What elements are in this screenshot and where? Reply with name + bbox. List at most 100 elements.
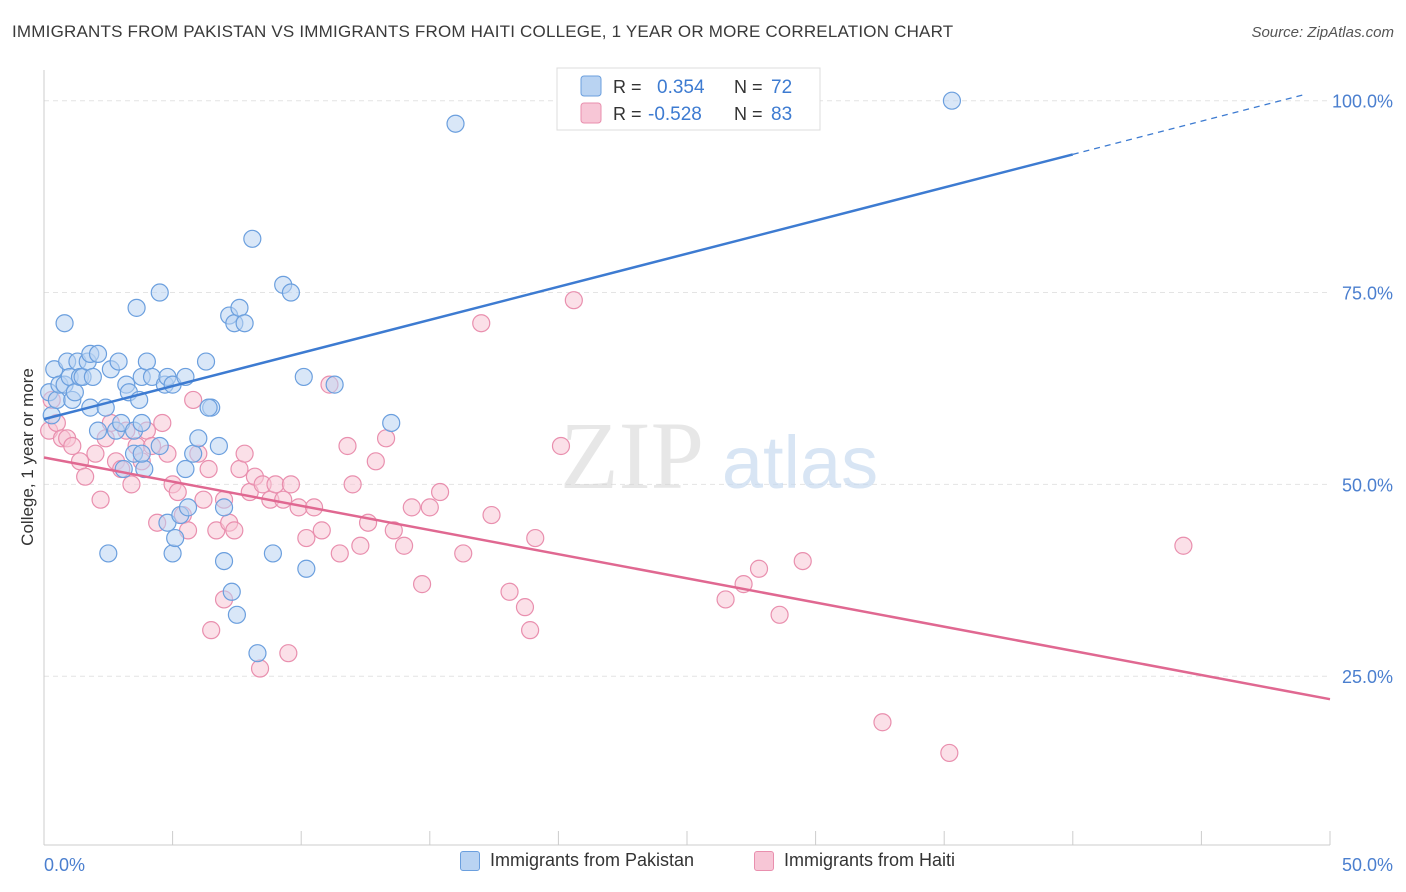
haiti-point (266, 475, 285, 494)
haiti-point (749, 559, 769, 578)
haiti-point (91, 490, 110, 509)
haiti-point (402, 498, 421, 517)
legend-r-value-pakistan: 0.354 (657, 77, 705, 98)
haiti-point (202, 621, 221, 640)
haiti-point (250, 659, 270, 678)
pakistan-point (942, 91, 962, 110)
haiti-point (199, 459, 218, 479)
pakistan-point (109, 352, 128, 371)
pakistan-point (166, 528, 185, 548)
trend-lines (43, 93, 1331, 701)
y-tick-label: 25.0% (1342, 667, 1393, 687)
pakistan-point (214, 498, 234, 517)
haiti-point (500, 582, 519, 601)
watermark: ZIP atlas (560, 402, 878, 509)
pakistan-point (196, 352, 216, 371)
y-tick-labels: 25.0% 50.0% 75.0% 100.0% (1332, 92, 1393, 687)
chart-title: IMMIGRANTS FROM PAKISTAN VS IMMIGRANTS F… (12, 22, 954, 41)
haiti-point (70, 452, 90, 471)
pakistan-point (214, 551, 234, 571)
haiti-point (454, 544, 473, 563)
pakistan-point (88, 344, 108, 364)
pakistan-point (184, 444, 203, 463)
haiti-point (515, 598, 535, 617)
haiti-point (940, 743, 959, 763)
haiti-point (63, 436, 82, 456)
pakistan-point (325, 375, 344, 394)
haiti-point (770, 605, 789, 624)
legend-label-haiti: Immigrants from Haiti (784, 850, 956, 870)
haiti-point (338, 436, 357, 456)
legend-item-pakistan[interactable]: Immigrants from Pakistan (460, 850, 694, 871)
pakistan-point (248, 644, 267, 663)
haiti-point (76, 467, 95, 486)
haiti-point (122, 475, 141, 494)
haiti-point (564, 291, 583, 310)
pakistan-point (114, 459, 133, 479)
legend-r-label-haiti: R = (613, 104, 642, 124)
pakistan-point (55, 314, 74, 333)
pakistan-point (65, 383, 84, 402)
pakistan-point (222, 582, 241, 601)
pakistan-point (47, 390, 66, 410)
haiti-point (430, 482, 450, 502)
x-tick-label: 50.0% (1342, 855, 1393, 875)
stats-legend: R = 0.354 N = 72 R = -0.528 N = 83 (556, 67, 821, 131)
haiti-point (235, 444, 254, 463)
pakistan-trend-line (43, 153, 1074, 421)
y-tick-label: 100.0% (1332, 92, 1393, 112)
haiti-point (281, 475, 301, 494)
y-axis-label: College, 1 year or more (18, 368, 37, 546)
haiti-trend-line (43, 456, 1331, 701)
haiti-point (274, 490, 293, 509)
haiti-point (184, 390, 203, 410)
haiti-point (366, 452, 385, 471)
legend-swatch-pakistan (580, 75, 602, 97)
pakistan-point (382, 413, 401, 433)
pakistan-point (176, 459, 195, 479)
haiti-point (153, 413, 172, 433)
haiti-point (194, 490, 213, 509)
haiti-point (420, 498, 439, 517)
pakistan-point (178, 498, 198, 517)
haiti-point (279, 644, 298, 663)
y-tick-label: 75.0% (1342, 284, 1393, 304)
haiti-point (521, 621, 540, 640)
haiti-point (168, 482, 187, 502)
legend-item-haiti[interactable]: Immigrants from Haiti (754, 850, 955, 871)
haiti-point (351, 536, 370, 555)
legend-swatch-pakistan-bottom (460, 850, 480, 871)
legend-label-pakistan: Immigrants from Pakistan (490, 850, 695, 870)
pakistan-point (88, 421, 108, 440)
haiti-point (793, 551, 812, 571)
haiti-point (297, 528, 316, 548)
haiti-point (716, 590, 735, 609)
legend-n-value-pakistan: 72 (771, 77, 792, 98)
haiti-point (384, 521, 403, 540)
legend-r-value-haiti: -0.528 (648, 104, 702, 125)
legend-swatch-haiti (580, 102, 602, 124)
pakistan-point (189, 429, 208, 448)
legend-n-value-haiti: 83 (771, 104, 792, 125)
haiti-point (343, 475, 362, 494)
haiti-point (472, 314, 491, 333)
pakistan-point (294, 367, 313, 387)
haiti-point (330, 544, 349, 563)
pakistan-point (132, 444, 151, 463)
pakistan-point (227, 605, 246, 624)
pakistan-point (163, 544, 182, 563)
bottom-legend: Immigrants from Pakistan Immigrants from… (0, 850, 1406, 880)
pakistan-point (230, 298, 249, 317)
pakistan-trend-extension (1072, 93, 1305, 156)
pakistan-point (150, 283, 169, 302)
source-label: Source: ZipAtlas.com (1251, 24, 1394, 41)
haiti-point (86, 444, 105, 463)
haiti-point (1174, 536, 1193, 555)
legend-n-label-pakistan: N = (734, 77, 763, 97)
pakistan-point (99, 544, 118, 563)
pakistan-point (127, 298, 146, 317)
pakistan-point (281, 283, 301, 302)
haiti-point (551, 436, 571, 456)
haiti-point (230, 459, 249, 479)
